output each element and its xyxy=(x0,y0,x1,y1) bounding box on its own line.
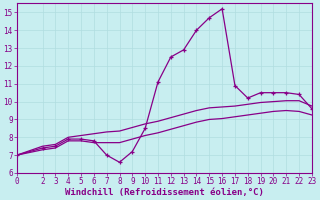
X-axis label: Windchill (Refroidissement éolien,°C): Windchill (Refroidissement éolien,°C) xyxy=(65,188,264,197)
